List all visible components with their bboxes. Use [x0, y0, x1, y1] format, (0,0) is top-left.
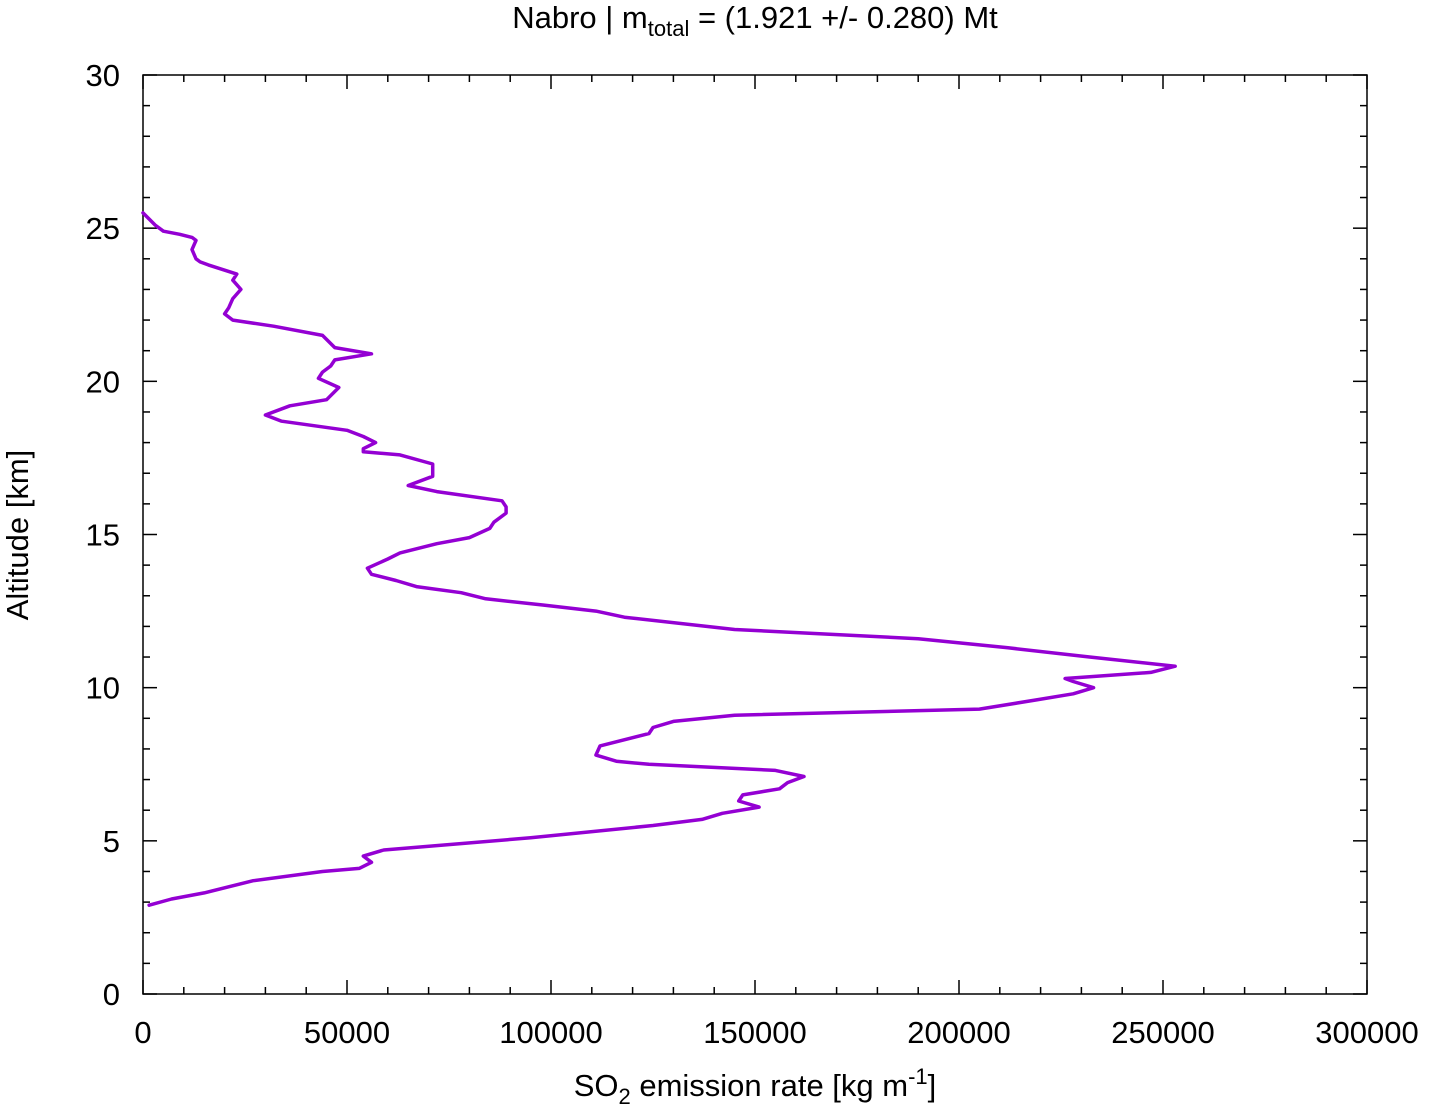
x-tick-label: 300000	[1315, 1015, 1418, 1050]
x-axis-label-mid: emission rate [kg m	[631, 1068, 908, 1103]
plot-frame	[142, 74, 1368, 995]
y-tick-label: 0	[103, 977, 120, 1012]
chart-title-prefix: Nabro | m	[512, 0, 648, 35]
y-tick-label: 30	[86, 58, 120, 93]
chart-title-suffix: = (1.921 +/- 0.280) Mt	[689, 0, 998, 35]
chart-title-subscript: total	[648, 16, 690, 41]
x-tick-label: 150000	[703, 1015, 806, 1050]
x-axis-label-pre: SO	[574, 1068, 619, 1103]
x-tick-label: 100000	[499, 1015, 602, 1050]
chart-title: Nabro | mtotal = (1.921 +/- 0.280) Mt	[512, 0, 998, 41]
x-axis-label-sub: 2	[618, 1084, 630, 1109]
x-tick-label: 250000	[1111, 1015, 1214, 1050]
x-tick-label: 0	[134, 1015, 151, 1050]
series-line	[141, 211, 1177, 907]
x-axis-label-sup: -1	[908, 1064, 928, 1089]
x-axis-label-post: ]	[928, 1068, 937, 1103]
y-tick-label: 10	[86, 671, 120, 706]
y-tick-label: 15	[86, 518, 120, 553]
x-tick-label: 50000	[304, 1015, 390, 1050]
y-tick-label: 25	[86, 211, 120, 246]
plot-area	[141, 211, 1177, 907]
y-axis-label: Altitude [km]	[0, 450, 35, 621]
x-tick-label: 200000	[907, 1015, 1010, 1050]
y-axis: 0 5 10 15 20 25 30	[86, 58, 1367, 1012]
x-axis-label: SO2 emission rate [kg m-1]	[574, 1064, 937, 1109]
x-axis: 0 50000 100000 150000 200000 250000 300000	[134, 75, 1419, 1050]
y-tick-label: 20	[86, 364, 120, 399]
y-tick-label: 5	[103, 824, 120, 859]
